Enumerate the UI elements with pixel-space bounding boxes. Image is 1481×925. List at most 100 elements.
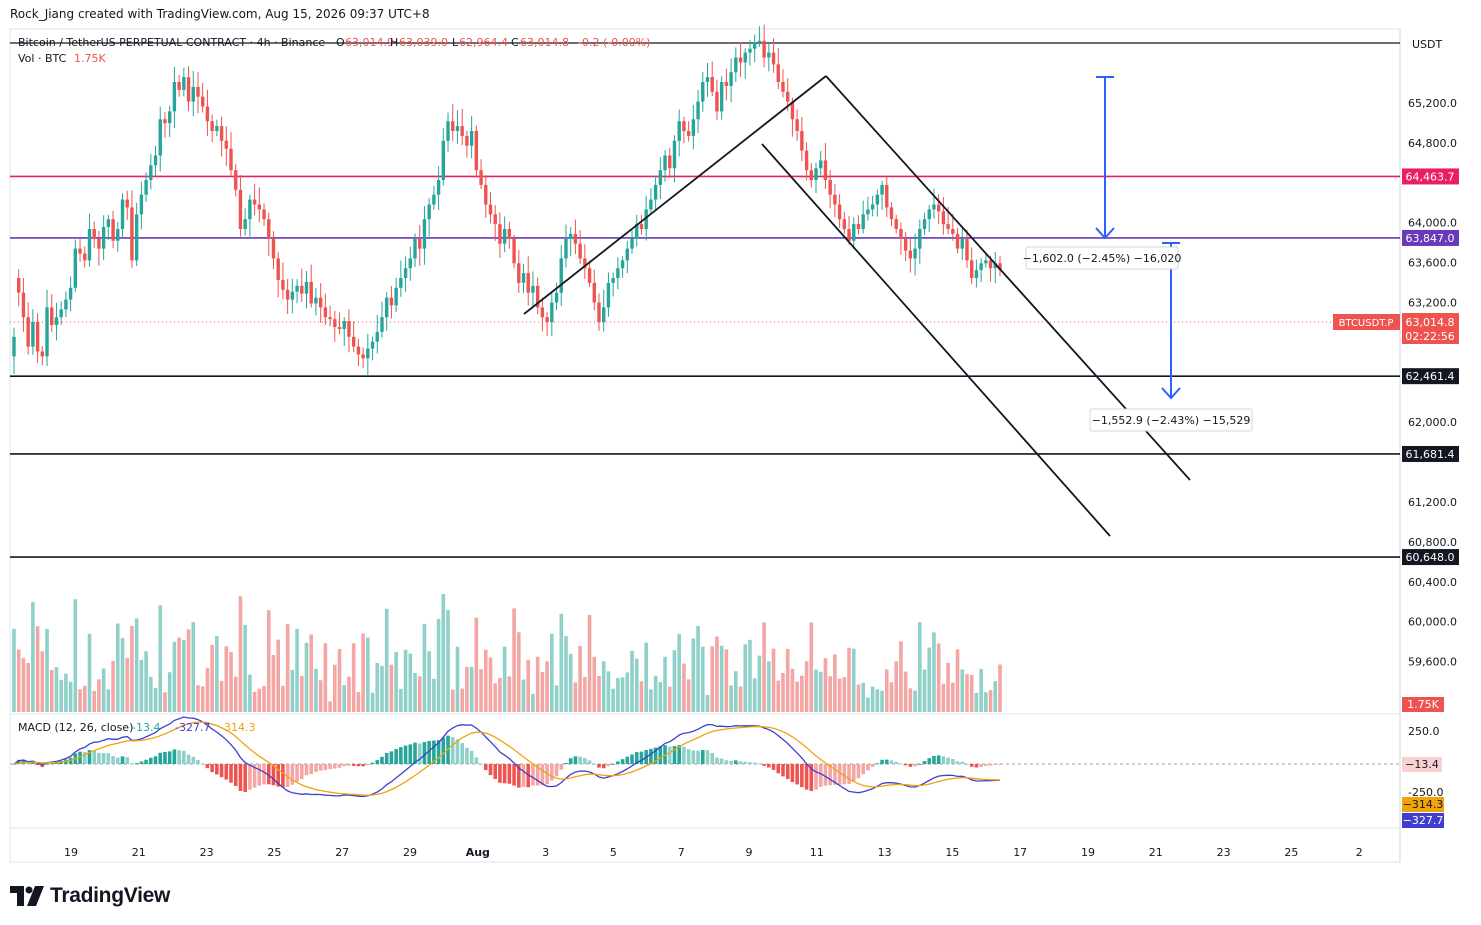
volume-bar	[531, 693, 535, 712]
macd-hist-bar	[875, 763, 880, 765]
candle-body	[210, 121, 214, 131]
volume-bar	[328, 701, 332, 712]
candle-body	[163, 119, 167, 124]
candle-body	[455, 126, 460, 131]
candle-body	[125, 199, 129, 208]
macd-hist-bar	[191, 756, 196, 764]
volume-bar	[521, 679, 526, 712]
macd-hist-bar	[144, 759, 148, 764]
candle-body	[535, 285, 540, 308]
volume-bar	[578, 645, 582, 712]
volume-bar	[35, 626, 40, 712]
volume-bar	[502, 646, 507, 712]
volume-bar	[465, 666, 469, 712]
macd-hist-bar	[333, 764, 337, 769]
volume-bar	[82, 685, 87, 712]
candle-body	[370, 341, 375, 349]
candle-body	[602, 307, 606, 323]
candle-body	[620, 260, 625, 269]
drawings[interactable]	[523, 75, 1191, 537]
candle-body	[752, 42, 757, 49]
macd-hist-bar	[998, 764, 1002, 765]
macd-hist-bar	[417, 743, 422, 764]
macd-hist-bar	[82, 752, 87, 764]
volume-bar	[399, 688, 403, 712]
ohlc-c-key: C	[511, 36, 519, 49]
candle-body	[375, 331, 379, 342]
macd-hist-bar	[262, 764, 266, 785]
macd-hist-bar	[597, 764, 601, 768]
volume-bar	[715, 636, 719, 712]
volume-bar	[979, 668, 983, 712]
volume-bar	[469, 666, 474, 712]
candle-body	[781, 82, 785, 92]
volume-bar	[351, 643, 356, 712]
macd-hist-bar	[238, 764, 243, 791]
candle-body	[559, 258, 563, 293]
time-tick: 25	[267, 846, 281, 859]
macd-hist-bar	[601, 764, 606, 769]
macd-hist-bar	[196, 760, 200, 764]
time-tick: 29	[403, 846, 417, 859]
macd-hist-bar	[266, 764, 271, 785]
time-tick: 21	[132, 846, 146, 859]
macd-hist-bar	[469, 750, 474, 764]
macd-hist-bar	[172, 749, 177, 764]
candle-body	[92, 229, 96, 239]
volume-bar	[21, 658, 26, 712]
tradingview-logo[interactable]: TradingView	[10, 883, 170, 909]
macd-hist-bar	[163, 751, 167, 764]
candle-body	[597, 302, 601, 323]
macd-axis-hist: −13.4	[1405, 758, 1439, 771]
macd-hist-bar	[587, 760, 592, 764]
time-axis[interactable]: 19 21 23 25 27 29 Aug 3 5 7 9 11 13 15 17 19 21 23 25 2	[64, 846, 1363, 859]
volume-bar	[809, 622, 814, 712]
volume-bar	[26, 663, 30, 712]
volume-bar	[771, 648, 776, 712]
volume-bar	[955, 649, 960, 712]
volume-bar	[318, 680, 323, 712]
candle-body	[158, 119, 162, 156]
candle-body	[880, 184, 884, 195]
candle-body	[262, 209, 266, 220]
volume-bar	[672, 650, 677, 712]
macd-hist-bar	[125, 757, 130, 764]
candle-body	[686, 131, 691, 136]
price-axis[interactable]: USDT 65,200.0 64,800.0 64,000.0 63,600.0 63,…	[1408, 38, 1457, 669]
volume-bar	[917, 622, 922, 712]
volume-bar	[139, 659, 144, 712]
candle-body	[35, 322, 40, 352]
macd-hist-bar	[729, 760, 733, 764]
macd-hist-bar	[927, 758, 932, 764]
level-tag	[1402, 549, 1459, 566]
candle-body	[201, 96, 205, 107]
macd-hist-bar	[130, 763, 134, 765]
volume-bar	[639, 681, 644, 712]
volume-bar	[153, 688, 158, 712]
price-tick: 64,800.0	[1408, 137, 1457, 150]
candle-body	[644, 209, 648, 229]
volume-bar	[767, 661, 771, 712]
macd-hist-bar	[592, 763, 597, 765]
macd-hist-bar	[304, 764, 309, 776]
candle-body	[922, 219, 927, 229]
volume-bar	[432, 678, 436, 712]
volume-legend-label: Vol · BTC	[18, 52, 67, 65]
candle-body	[729, 72, 733, 86]
countdown-timer: 02:22:56	[1405, 330, 1454, 343]
macd-tick-top: 250.0	[1408, 725, 1440, 738]
candle-body	[719, 82, 724, 112]
macd-hist-bar	[16, 759, 21, 764]
macd-hist-bar	[611, 763, 615, 765]
candle-body	[800, 131, 804, 151]
candle-body	[771, 52, 776, 65]
volume-bar	[847, 647, 851, 712]
macd-hist-bar	[795, 764, 799, 785]
volume-bar	[512, 608, 516, 712]
macd-hist-bar	[630, 754, 634, 764]
volume-bar	[634, 658, 639, 712]
macd-hist-bar	[295, 764, 299, 782]
candle-body	[300, 285, 304, 294]
macd-hist-bar	[672, 746, 677, 764]
